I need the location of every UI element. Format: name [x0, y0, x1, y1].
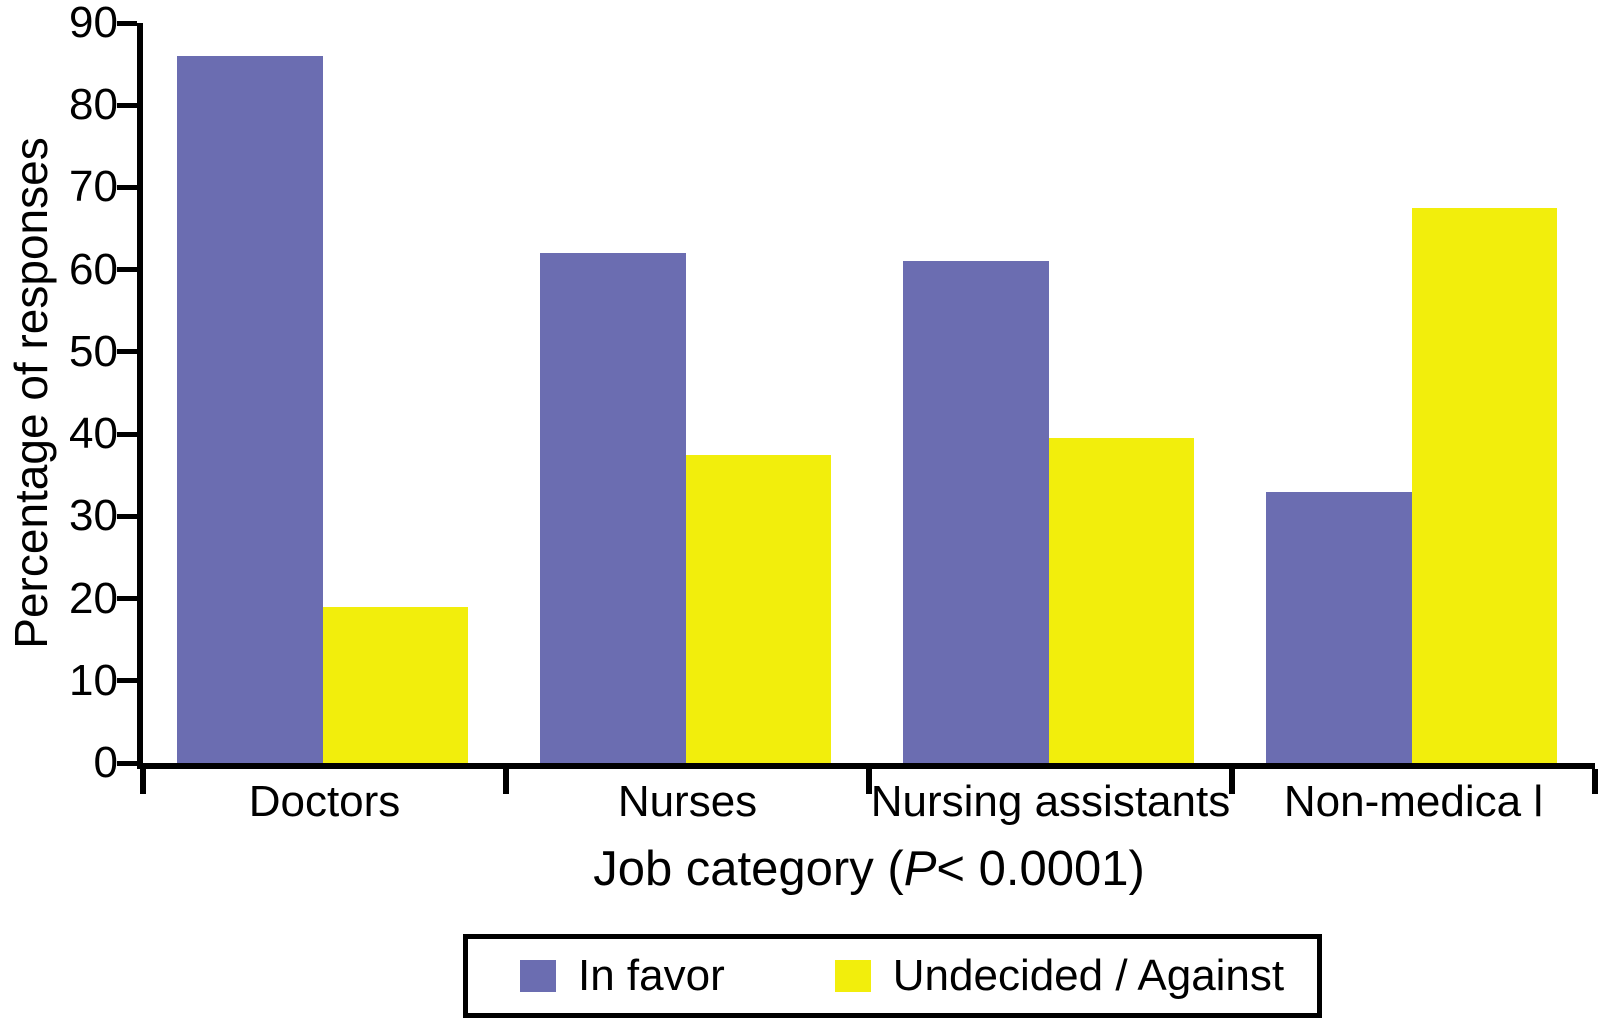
bar-group-nursing-assistants — [869, 23, 1232, 763]
y-tick-label-70: 70 — [69, 162, 118, 212]
legend-label-in-favor: In favor — [578, 951, 725, 1000]
legend: In favor Undecided / Against — [463, 934, 1322, 1018]
bar-group-nurses — [506, 23, 869, 763]
x-tick-2 — [866, 769, 872, 794]
bars-layer — [143, 23, 1595, 763]
bar-in-favor-nurses — [540, 253, 686, 763]
y-tick-label-40: 40 — [69, 409, 118, 459]
legend-label-undecided-against: Undecided / Against — [892, 951, 1285, 1000]
bar-in-favor-non-medica-l — [1266, 491, 1412, 763]
y-tick-label-80: 80 — [69, 80, 118, 130]
y-tick-60 — [117, 267, 137, 273]
x-category-labels: Doctors Nurses Nursing assistants Non-medic… — [143, 776, 1595, 828]
y-tick-90 — [117, 20, 137, 26]
y-tick-80 — [117, 102, 137, 108]
legend-item-undecided-against: Undecided / Against — [834, 951, 1285, 1001]
bar-in-favor-nursing-assistants — [903, 261, 1049, 763]
bar-undecided-against-nurses — [685, 454, 831, 763]
x-category-label-nurses: Nurses — [617, 777, 758, 826]
x-axis-title: Job category (P< 0.0001) — [143, 840, 1595, 898]
x-category-label-nursing-assistants: Nursing assistants — [870, 777, 1231, 826]
y-tick-label-30: 30 — [69, 491, 118, 541]
y-tick-label-0: 0 — [93, 738, 118, 787]
y-tick-50 — [117, 349, 137, 355]
y-tick-label-10: 10 — [69, 655, 118, 705]
y-tick-30 — [117, 513, 137, 519]
in-favor-swatch-icon — [520, 960, 556, 992]
bar-in-favor-doctors — [177, 55, 323, 763]
x-tick-1 — [503, 769, 509, 794]
x-axis-title-pvalue-symbol: P — [903, 842, 937, 896]
legend-item-in-favor: In favor — [520, 951, 725, 1001]
y-tick-70 — [117, 184, 137, 190]
y-tick-label-20: 20 — [69, 573, 118, 623]
y-tick-10 — [117, 678, 137, 684]
x-category-label-non-medica-l: Non-medica l — [1283, 777, 1544, 826]
x-category-label-doctors: Doctors — [248, 777, 401, 826]
y-tick-label-50: 50 — [69, 326, 118, 376]
x-axis-title-suffix: < 0.0001) — [936, 842, 1145, 896]
y-axis-ticks: 0 10 20 30 40 50 60 70 80 90 — [69, 0, 1595, 787]
bar-undecided-against-non-medica-l — [1411, 208, 1557, 763]
x-axis-ticks — [140, 23, 1598, 794]
bar-group-non-medica-l — [1232, 23, 1595, 763]
y-tick-label-90: 90 — [69, 0, 118, 47]
plot-area: 0 10 20 30 40 50 60 70 80 90 — [69, 0, 1598, 794]
bar-group-doctors — [143, 23, 506, 763]
x-tick-0 — [140, 769, 146, 794]
x-tick-4 — [1592, 769, 1598, 794]
y-tick-40 — [117, 431, 137, 437]
x-axis-title-prefix: Job category ( — [593, 842, 904, 896]
y-axis-title: Percentage of responses — [5, 137, 57, 649]
bar-undecided-against-nursing-assistants — [1048, 438, 1194, 763]
x-tick-3 — [1229, 769, 1235, 794]
undecided-against-swatch-icon — [834, 960, 871, 992]
y-tick-0 — [117, 760, 137, 766]
bar-undecided-against-doctors — [322, 606, 468, 763]
y-tick-20 — [117, 596, 137, 602]
y-tick-label-60: 60 — [69, 244, 118, 294]
